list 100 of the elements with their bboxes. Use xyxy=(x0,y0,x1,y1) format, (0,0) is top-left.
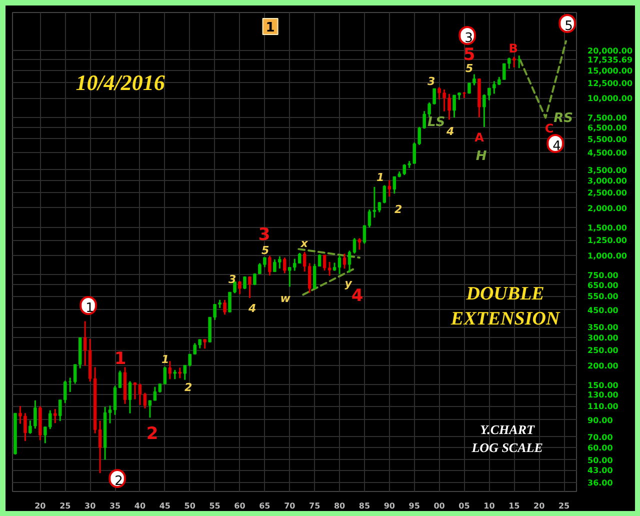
text: 10/4/2016 xyxy=(76,70,165,95)
candlestick xyxy=(223,299,226,316)
y-tick-label: 650.00 xyxy=(588,280,619,290)
y-tick-label: 1,250.00 xyxy=(588,236,628,246)
candlestick xyxy=(472,74,476,86)
y-tick-label: 1,000.00 xyxy=(588,251,628,260)
y-tick-label: 350.00 xyxy=(588,323,619,332)
y-tick-label: 1,500.00 xyxy=(588,224,628,233)
candlestick xyxy=(452,94,456,118)
annotation: C xyxy=(544,122,554,136)
annotation: 3 xyxy=(258,225,270,245)
x-tick-label: 25 xyxy=(558,502,570,510)
candlestick xyxy=(358,237,362,250)
x-tick-label: 55 xyxy=(209,502,221,510)
y-tick-label: 7,500.00 xyxy=(588,114,628,123)
y-tick-label: 110.00 xyxy=(588,402,619,412)
x-tick-label: 95 xyxy=(408,502,420,510)
y-tick-label: 3,500.00 xyxy=(588,166,628,175)
y-tick-label: 300.00 xyxy=(588,334,619,343)
y-tick-label: 43.00 xyxy=(588,466,614,476)
y-tick-label: 12,500.00 xyxy=(588,78,633,88)
candlestick xyxy=(238,280,242,295)
candlestick xyxy=(512,56,516,68)
x-tick-label: 65 xyxy=(259,502,271,510)
annotation: 3 xyxy=(464,31,473,46)
candlestick xyxy=(362,224,366,244)
annotation: 2 xyxy=(394,203,402,216)
x-tick-label: 05 xyxy=(458,502,470,510)
y-tick-label: 90.00 xyxy=(588,416,614,425)
y-tick-label: 20,000.00 xyxy=(588,46,633,56)
annotation: 1 xyxy=(161,353,170,366)
x-tick-label: 20 xyxy=(534,502,546,510)
y-tick-label: 2,500.00 xyxy=(588,188,628,198)
y-tick-label: 60.00 xyxy=(588,443,614,452)
x-tick-label: 00 xyxy=(434,502,446,510)
candlestick xyxy=(128,380,132,414)
y-tick-label: 130.00 xyxy=(588,390,619,400)
annotation: 5 xyxy=(463,45,476,65)
annotation: B xyxy=(508,42,518,56)
y-tick-label: 10,000.00 xyxy=(588,94,633,104)
y-tick-label: 36.00 xyxy=(588,478,614,488)
y-tick-label: 550.00 xyxy=(588,292,619,302)
y-tick-label: 150.00 xyxy=(588,380,619,390)
y-tick-label: 6,500.00 xyxy=(588,123,628,132)
annotation: 1 xyxy=(266,20,275,36)
candlestick xyxy=(48,410,52,430)
y-tick-label: 17,535.69 xyxy=(588,56,633,65)
annotation: 2 xyxy=(114,474,123,489)
candlestick xyxy=(138,382,142,406)
annotation: 1 xyxy=(376,171,384,184)
x-tick-label: 45 xyxy=(159,502,171,510)
y-tick-label: 2,000.00 xyxy=(588,204,628,213)
candlestick xyxy=(113,384,117,416)
x-tick-label: 75 xyxy=(309,502,321,510)
x-tick-label: 20 xyxy=(34,502,46,510)
x-tick-label: 15 xyxy=(508,502,520,510)
annotation: 3 xyxy=(427,75,436,88)
y-tick-label: 450.00 xyxy=(588,306,619,315)
y-tick-label: 15,000.00 xyxy=(588,66,633,76)
candlestick xyxy=(348,250,352,274)
candlestick xyxy=(28,420,32,434)
annotation: A xyxy=(474,130,485,144)
x-tick-label: 35 xyxy=(109,502,122,510)
annotation: x xyxy=(300,237,309,250)
annotation: 2 xyxy=(184,381,192,394)
annotation: 1 xyxy=(86,301,94,316)
annotation: DOUBLE EXTENSION xyxy=(450,283,561,330)
x-tick-label: 25 xyxy=(60,502,72,510)
candlestick xyxy=(338,254,342,275)
candlestick xyxy=(44,426,47,444)
annotation: 4 xyxy=(351,286,364,306)
candlestick xyxy=(98,420,102,474)
candlestick xyxy=(34,400,37,430)
candlestick xyxy=(388,180,392,198)
candlestick xyxy=(108,404,112,424)
annotation: w xyxy=(280,292,292,305)
candlestick xyxy=(352,237,356,254)
annotation: y xyxy=(344,277,353,290)
y-tick-label: 50.00 xyxy=(588,456,614,465)
annotation: 2 xyxy=(146,424,158,444)
candlestick xyxy=(178,366,182,379)
candlestick xyxy=(342,252,346,270)
candlestick xyxy=(54,408,57,424)
x-tick-label: 40 xyxy=(134,502,146,510)
candlestick xyxy=(58,399,62,422)
y-tick-label: 4,500.00 xyxy=(588,148,628,158)
annotation: 1 xyxy=(114,349,126,369)
annotation: H xyxy=(476,149,487,164)
annotation: RS xyxy=(554,111,573,126)
candlestick xyxy=(173,369,177,380)
candlestick xyxy=(368,208,372,228)
annotation: 5 xyxy=(465,62,474,75)
annotation: 5 xyxy=(564,19,573,34)
candlestick xyxy=(168,360,172,380)
candlestick xyxy=(518,54,521,69)
y-tick-label: 3,000.00 xyxy=(588,176,628,186)
annotation: Y.CHART LOG SCALE xyxy=(470,422,544,455)
annotation: 4 xyxy=(552,139,561,154)
x-tick-label: 90 xyxy=(384,502,396,510)
candlestick xyxy=(248,276,252,299)
